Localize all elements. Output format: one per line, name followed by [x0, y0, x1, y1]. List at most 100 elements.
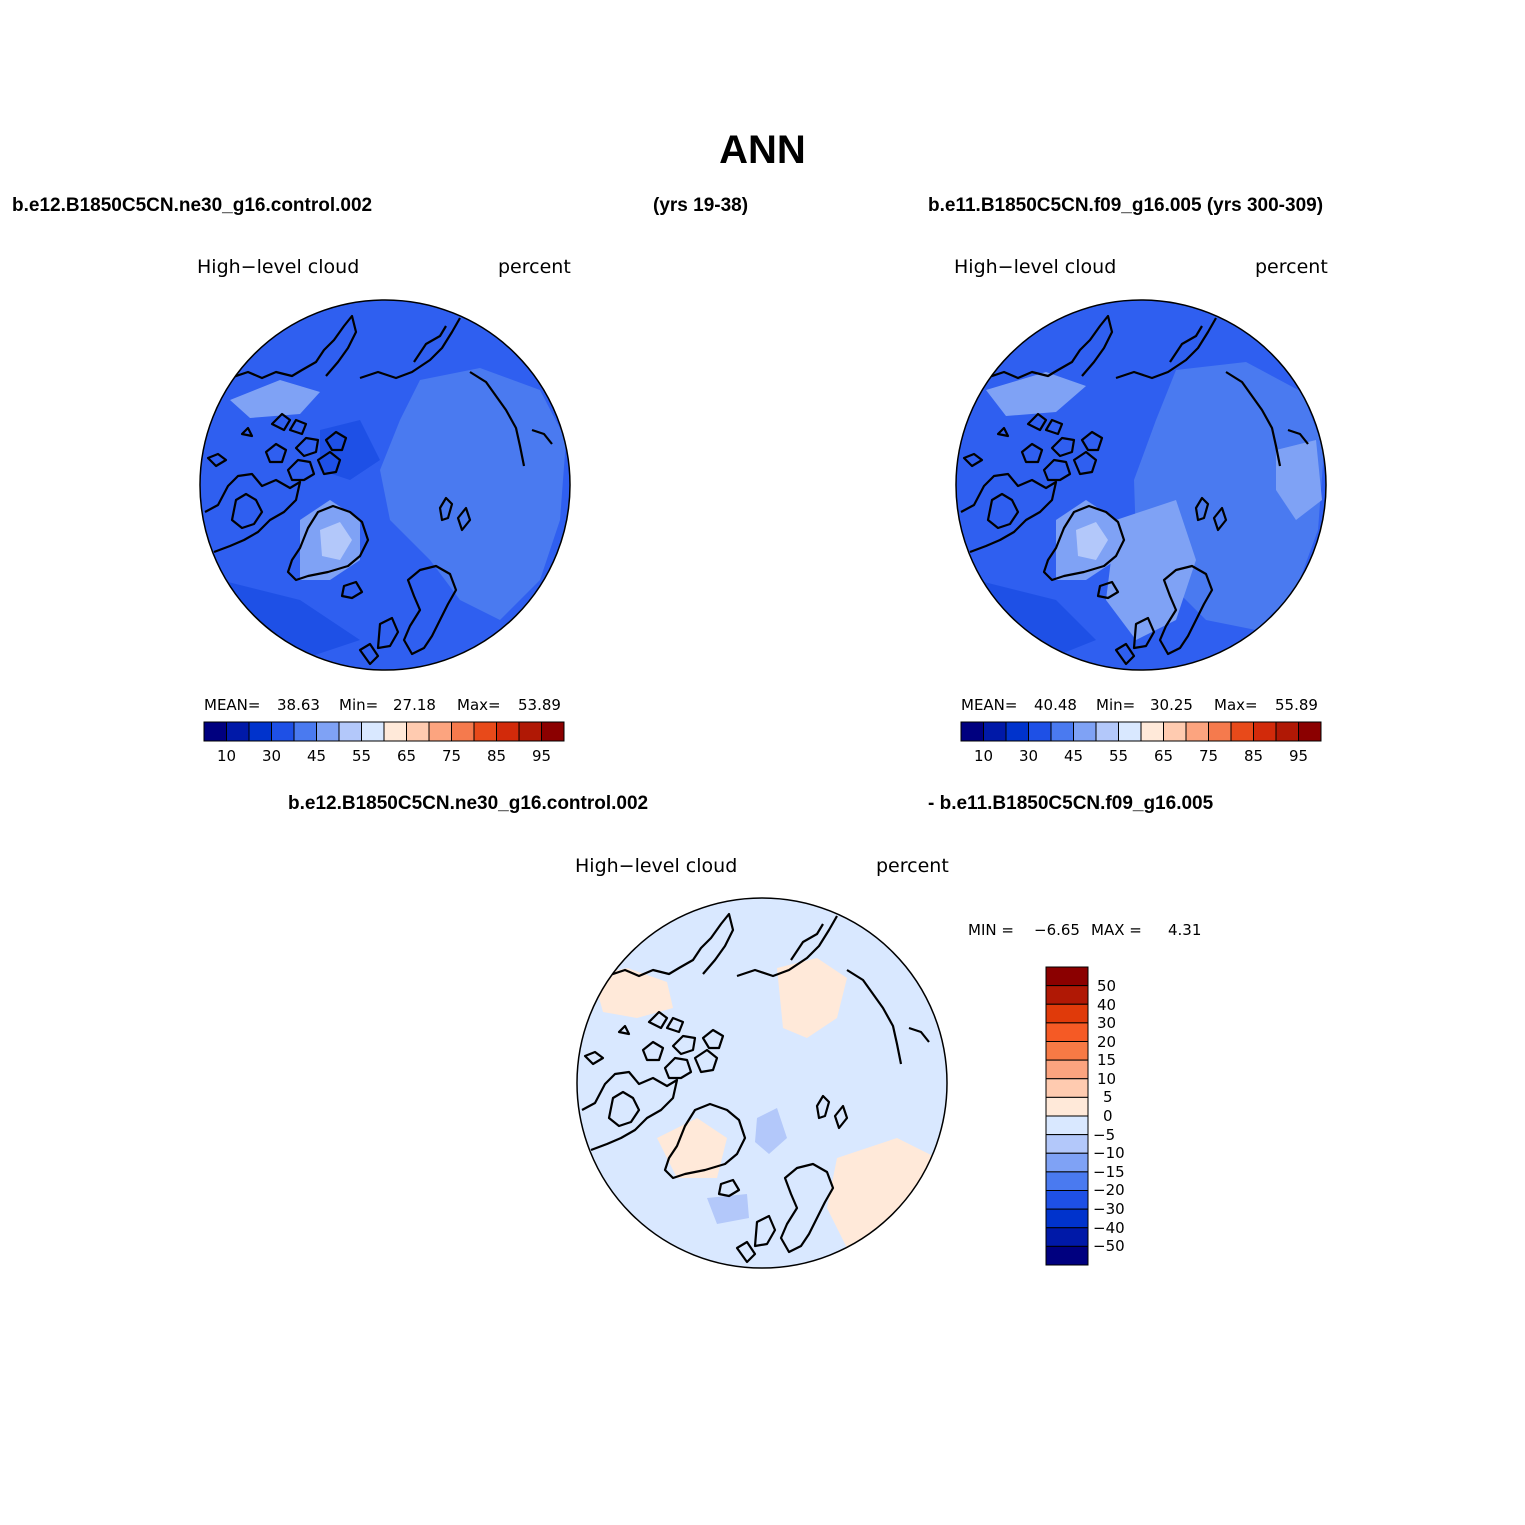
colorbar-swatch: [1073, 721, 1097, 742]
colorbar-swatch: [1028, 721, 1052, 742]
panel2-max-value: 55.89: [1275, 696, 1318, 714]
panel3-max-value: 4.31: [1168, 921, 1202, 939]
panel3-colorbar: [1045, 966, 1089, 1266]
panel3-min-label: MIN =: [968, 921, 1014, 939]
panel3-tick-label: −40: [1093, 1219, 1125, 1237]
panel1-min-label: Min=: [339, 696, 379, 714]
panel2-tick-label: 55: [1109, 747, 1129, 765]
panel2-colorbar: [960, 721, 1322, 742]
colorbar-swatch: [496, 721, 520, 742]
colorbar-swatch: [960, 721, 984, 742]
panel3-tick-label: −30: [1093, 1200, 1125, 1218]
panel1-tick-label: 95: [532, 747, 552, 765]
panel3-tick-label: 0: [1103, 1107, 1113, 1125]
panel3-variable-label: High−level cloud: [575, 855, 738, 877]
header-left-case: b.e12.B1850C5CN.ne30_g16.control.002: [12, 195, 373, 216]
panel1-tick-label: 85: [487, 747, 507, 765]
header-left-years: (yrs 19-38): [653, 195, 749, 216]
colorbar-swatch: [428, 721, 452, 742]
colorbar-swatch: [1045, 1190, 1089, 1210]
colorbar-swatch: [1045, 1208, 1089, 1229]
colorbar-swatch: [1005, 721, 1029, 742]
panel2-map-boundary: [955, 299, 1327, 671]
colorbar-swatch: [248, 721, 272, 742]
colorbar-swatch: [1045, 1059, 1089, 1080]
panel3-tick-label: 20: [1097, 1033, 1117, 1051]
colorbar-swatch: [1045, 1227, 1089, 1247]
panel3-tick-label: 50: [1097, 977, 1117, 995]
colorbar-swatch: [1045, 1078, 1089, 1098]
colorbar-swatch: [473, 721, 497, 742]
colorbar-swatch: [1230, 721, 1254, 742]
colorbar-swatch: [1298, 721, 1322, 742]
panel3-tick-label: 40: [1097, 996, 1117, 1014]
colorbar-swatch: [1045, 1003, 1089, 1024]
panel1-tick-label: 65: [397, 747, 417, 765]
colorbar-swatch: [1185, 721, 1209, 742]
panel3-tick-label: −20: [1093, 1181, 1125, 1199]
colorbar-swatch: [518, 721, 542, 742]
panel1-units-label: percent: [498, 256, 571, 278]
panel2-mean-value: 40.48: [1034, 696, 1077, 714]
panel3-map: [576, 897, 948, 1269]
colorbar-swatch: [1140, 721, 1164, 742]
colorbar-swatch: [1045, 1041, 1089, 1061]
panel2-tick-label: 30: [1019, 747, 1039, 765]
colorbar-swatch: [1045, 966, 1089, 987]
panel1-map-boundary: [199, 299, 571, 671]
panel1-tick-label: 10: [217, 747, 237, 765]
panel1-map: [199, 299, 571, 671]
colorbar-swatch: [1118, 721, 1142, 742]
panel3-units-label: percent: [876, 855, 949, 877]
colorbar-swatch: [361, 721, 385, 742]
colorbar-swatch: [1045, 985, 1089, 1005]
colorbar-swatch: [1045, 1115, 1089, 1136]
panel3-tick-label: 10: [1097, 1070, 1117, 1088]
header-right-case: b.e11.B1850C5CN.f09_g16.005 (yrs 300-309…: [928, 195, 1324, 216]
panel2-tick-label: 65: [1154, 747, 1174, 765]
colorbar-swatch: [338, 721, 362, 742]
panel2-min-value: 30.25: [1150, 696, 1193, 714]
panel1-tick-label: 30: [262, 747, 282, 765]
panel2-tick-label: 45: [1064, 747, 1084, 765]
panel2-min-label: Min=: [1096, 696, 1136, 714]
panel1-tick-label: 75: [442, 747, 462, 765]
panel1-variable-label: High−level cloud: [197, 256, 360, 278]
colorbar-swatch: [406, 721, 430, 742]
figure-title: ANN: [719, 128, 806, 172]
panel1-mean-value: 38.63: [277, 696, 320, 714]
panel3-tick-label: −5: [1093, 1126, 1116, 1144]
colorbar-swatch: [1045, 1134, 1089, 1154]
colorbar-swatch: [383, 721, 407, 742]
diff-header-right: - b.e11.B1850C5CN.f09_g16.005: [928, 793, 1214, 814]
colorbar-swatch: [451, 721, 475, 742]
panel3-tick-label: 30: [1097, 1014, 1117, 1032]
colorbar-swatch: [983, 721, 1007, 742]
panel3-tick-label: 5: [1103, 1088, 1113, 1106]
panel1-max-value: 53.89: [518, 696, 561, 714]
diff-header-left: b.e12.B1850C5CN.ne30_g16.control.002: [288, 793, 649, 814]
colorbar-swatch: [316, 721, 340, 742]
panel3-tick-label: −10: [1093, 1144, 1125, 1162]
panel1-min-value: 27.18: [393, 696, 436, 714]
colorbar-swatch: [226, 721, 250, 742]
colorbar-swatch: [1045, 1152, 1089, 1173]
panel3-min-value: −6.65: [1034, 921, 1080, 939]
panel2-tick-label: 85: [1244, 747, 1264, 765]
panel1-mean-label: MEAN=: [204, 696, 261, 714]
panel2-map: [955, 299, 1327, 671]
panel3-tick-label: −15: [1093, 1163, 1125, 1181]
colorbar-swatch: [1253, 721, 1277, 742]
panel3-tick-label: 15: [1097, 1051, 1117, 1069]
colorbar-swatch: [271, 721, 295, 742]
panel2-units-label: percent: [1255, 256, 1328, 278]
panel2-max-label: Max=: [1214, 696, 1258, 714]
colorbar-swatch: [1045, 1096, 1089, 1117]
colorbar-swatch: [1275, 721, 1299, 742]
panel2-variable-label: High−level cloud: [954, 256, 1117, 278]
colorbar-swatch: [1045, 1245, 1089, 1266]
colorbar-swatch: [1208, 721, 1232, 742]
colorbar-swatch: [293, 721, 317, 742]
panel3-tick-label: −50: [1093, 1237, 1125, 1255]
